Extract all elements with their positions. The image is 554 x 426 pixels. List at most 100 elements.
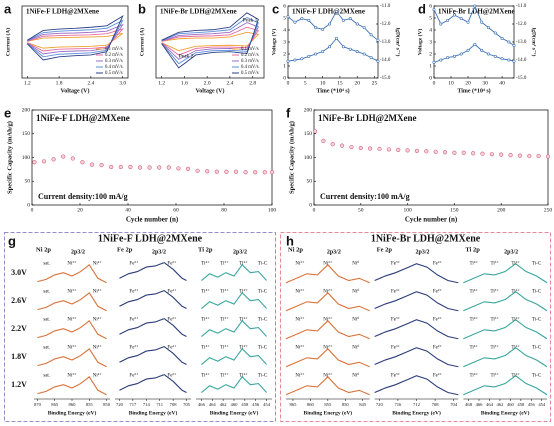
series-marker xyxy=(341,45,345,49)
x-axis-label: Cycle number (n) xyxy=(126,216,179,224)
x-tick-label: 100 xyxy=(268,207,277,213)
x-tick-label: 855 xyxy=(324,402,332,407)
x-axis-label: Binding Energy (eV) xyxy=(481,409,530,416)
series-marker xyxy=(493,54,497,58)
series-marker xyxy=(321,50,325,54)
x-tick-label: 865 xyxy=(51,402,59,407)
y2-tick-label: -11.0 xyxy=(516,4,527,9)
x-tick-label: 850 xyxy=(103,402,111,407)
x-tick-label: 2.4 xyxy=(226,80,233,86)
series-marker xyxy=(355,22,359,26)
peak-label: Ti³⁺ xyxy=(220,316,229,322)
spectrum xyxy=(463,263,548,284)
series-marker xyxy=(348,17,352,21)
series-marker xyxy=(328,45,332,49)
spectrum xyxy=(119,317,187,338)
spectrum xyxy=(374,263,459,284)
peak-label: Ni²⁺ xyxy=(323,288,332,294)
data-point xyxy=(109,164,114,170)
peak-label: Fe²⁺ xyxy=(433,288,442,294)
peak-label: Ni⁰ xyxy=(352,372,359,378)
column-title: Ti 2p xyxy=(198,246,213,253)
data-point xyxy=(32,160,37,165)
y-tick-label: 150 xyxy=(304,131,313,137)
row-label: 2.6V xyxy=(11,296,27,305)
data-point xyxy=(51,157,56,162)
x-tick-label: 10 xyxy=(320,80,326,86)
spectrum xyxy=(374,291,459,312)
x-tick-label: 717 xyxy=(129,402,137,407)
x-tick-label: 2.0 xyxy=(204,80,211,86)
peak-label: Ti²⁺ xyxy=(239,260,248,266)
series-marker xyxy=(439,58,443,62)
x-tick-label: 865 xyxy=(290,402,298,407)
legend-label: 0.4 mV/s xyxy=(241,65,259,70)
peak-label: Fe²⁺ xyxy=(433,316,442,322)
series-marker xyxy=(314,52,318,56)
x-tick-label: 80 xyxy=(221,207,227,213)
data-point xyxy=(321,138,326,143)
series-marker xyxy=(500,57,504,61)
x-axis-label: Binding Energy (eV) xyxy=(392,409,441,416)
panel-title: 1NiFe-F LDH@2MXene xyxy=(98,233,203,244)
peak-label: Ti⁴⁺ xyxy=(201,344,210,350)
data-point xyxy=(157,165,162,170)
x-tick-label: 10 xyxy=(448,80,454,86)
x-tick-label: 855 xyxy=(86,402,94,407)
y-tick-label: 4 xyxy=(429,27,432,33)
y-axis-label: Specific Capacity (mAh/g) xyxy=(6,121,13,194)
spectrum xyxy=(37,376,107,396)
peak-label: Ni⁰ xyxy=(352,260,359,266)
peak-label: Ni⁰ xyxy=(352,288,359,294)
peak-label: Fe³⁺ xyxy=(129,260,138,266)
panel-border xyxy=(4,232,276,422)
column-title: Ti 2p xyxy=(465,246,480,253)
data-point xyxy=(137,165,143,170)
peak-label: Fe²⁺ xyxy=(433,372,442,378)
peak-label: Ti⁴⁺ xyxy=(469,288,478,294)
peak-label: Ni³⁺ xyxy=(295,372,304,378)
spectrum xyxy=(37,320,107,340)
x-tick-label: 870 xyxy=(34,402,42,407)
annotation: Current density:100 mA/g xyxy=(38,192,128,201)
panel-label: b xyxy=(138,1,146,16)
x-tick-label: 1.8 xyxy=(56,80,63,86)
peak-label: Ni²⁺ xyxy=(93,344,102,350)
peak-label: Ti²⁺ xyxy=(511,288,520,294)
x-tick-label: 40 xyxy=(125,207,131,213)
series-marker xyxy=(500,36,504,40)
chart-title: 1NiFe-Br LDH@2MXene xyxy=(438,8,515,16)
x-tick-label: 454 xyxy=(263,402,271,407)
x-tick-label: 458 xyxy=(517,402,525,407)
row-label: 2.2V xyxy=(11,324,27,333)
peak-label: Ti-C xyxy=(258,373,268,378)
peak-label: Ti⁴⁺ xyxy=(201,316,210,322)
y2-tick-label: -15.0 xyxy=(380,76,391,81)
spectrum xyxy=(285,264,370,284)
peak-label: Ni³⁺ xyxy=(67,344,76,350)
peak-label: Ti⁴⁺ xyxy=(469,372,478,378)
spectrum xyxy=(201,376,267,393)
spectrum xyxy=(463,291,548,312)
annotation: Peak 1 xyxy=(243,17,258,23)
x-axis-label: Cycle number (n) xyxy=(405,216,458,224)
y-tick-label: 0 xyxy=(27,202,30,208)
peak-label: Fe²⁺ xyxy=(433,260,442,266)
peak-label: Ti²⁺ xyxy=(239,288,248,294)
peak-label: Ti-C xyxy=(258,345,268,350)
data-point xyxy=(349,144,354,150)
x-tick-label: 456 xyxy=(528,402,536,407)
spectrum xyxy=(119,345,187,366)
x-tick-label: 460 xyxy=(231,402,239,407)
x-tick-label: 50 xyxy=(358,207,364,213)
chart-title: 1NiFe-F LDH@2MXene xyxy=(292,8,365,16)
panel-title: 1NiFe-Br LDH@2MXene xyxy=(371,233,481,244)
series-marker xyxy=(452,54,456,58)
series-line xyxy=(161,22,259,60)
data-point xyxy=(269,170,275,175)
spectrum xyxy=(463,347,548,368)
x-tick-label: 860 xyxy=(307,402,315,407)
peak-label: Ni³⁺ xyxy=(295,316,304,322)
series-marker xyxy=(300,57,304,61)
data-point xyxy=(312,129,318,134)
